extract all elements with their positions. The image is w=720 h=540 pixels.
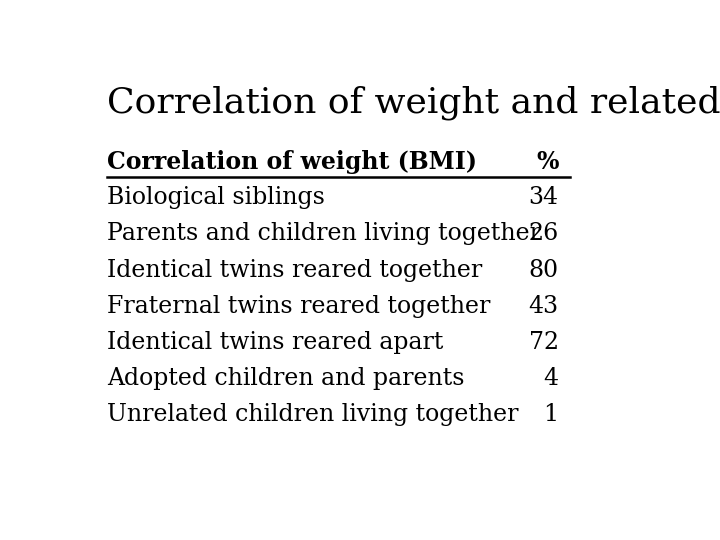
- Text: 80: 80: [528, 259, 559, 281]
- Text: 34: 34: [528, 186, 559, 209]
- Text: 43: 43: [528, 295, 559, 318]
- Text: 4: 4: [544, 367, 559, 390]
- Text: 1: 1: [544, 403, 559, 426]
- Text: 26: 26: [528, 222, 559, 245]
- Text: Unrelated children living together: Unrelated children living together: [107, 403, 518, 426]
- Text: Adopted children and parents: Adopted children and parents: [107, 367, 464, 390]
- Text: Fraternal twins reared together: Fraternal twins reared together: [107, 295, 490, 318]
- Text: Identical twins reared apart: Identical twins reared apart: [107, 331, 443, 354]
- Text: Correlation of weight (BMI): Correlation of weight (BMI): [107, 150, 477, 174]
- Text: Parents and children living together: Parents and children living together: [107, 222, 541, 245]
- Text: %: %: [536, 150, 559, 174]
- Text: 72: 72: [528, 331, 559, 354]
- Text: Correlation of weight and relatedness: Correlation of weight and relatedness: [107, 85, 720, 120]
- Text: Identical twins reared together: Identical twins reared together: [107, 259, 482, 281]
- Text: Biological siblings: Biological siblings: [107, 186, 325, 209]
